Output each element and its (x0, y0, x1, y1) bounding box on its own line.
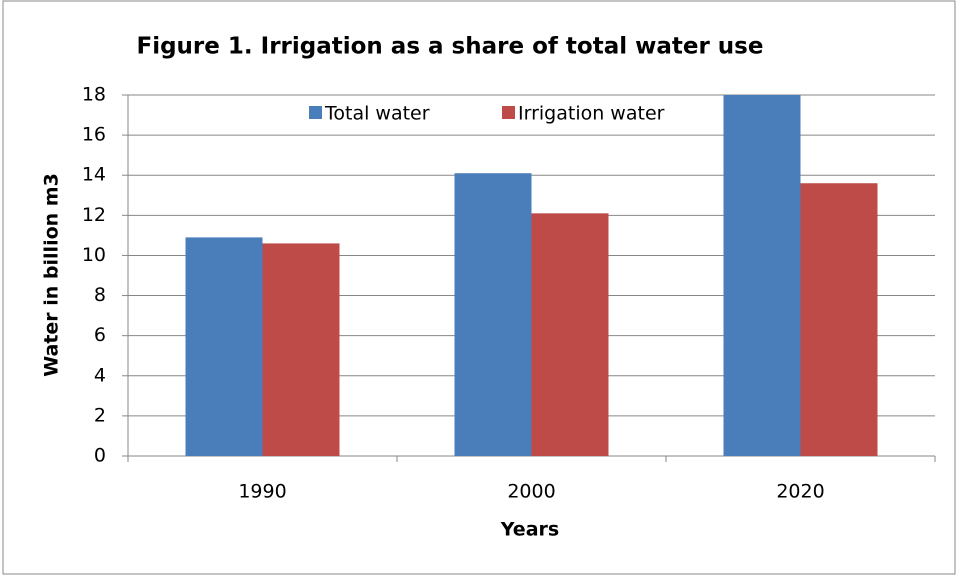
x-tick-label: 2000 (507, 481, 555, 503)
bar (800, 183, 878, 456)
y-tick-label: 18 (82, 84, 106, 106)
bar (454, 173, 532, 456)
y-tick-label: 10 (82, 244, 106, 266)
y-tick-label: 12 (82, 204, 106, 226)
bar (531, 213, 609, 456)
y-tick-label: 16 (82, 124, 106, 146)
y-tick-label: 6 (94, 324, 106, 346)
y-axis-label: Water in billion m3 (41, 173, 63, 377)
bar (723, 95, 801, 456)
legend-label: Total water (324, 103, 430, 125)
bar (185, 237, 263, 456)
y-tick-label: 14 (82, 164, 106, 186)
y-tick-label: 8 (94, 284, 106, 306)
bar (262, 243, 340, 456)
chart-title: Figure 1. Irrigation as a share of total… (137, 34, 764, 60)
y-tick-label: 4 (94, 364, 106, 386)
y-tick-label: 2 (94, 404, 106, 426)
legend-label: Irrigation water (518, 103, 665, 125)
legend-swatch (309, 106, 322, 119)
x-axis-label: Years (500, 519, 559, 541)
x-tick-label: 1990 (238, 481, 286, 503)
y-tick-label: 0 (94, 445, 106, 467)
x-tick-label: 2020 (776, 481, 824, 503)
legend-swatch (502, 106, 515, 119)
